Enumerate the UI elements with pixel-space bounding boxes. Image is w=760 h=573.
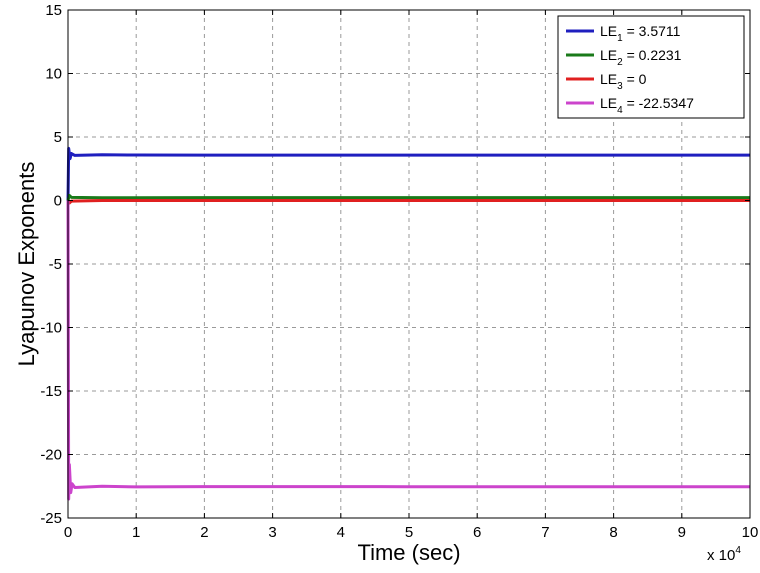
y-tick-label: -20: [40, 447, 62, 464]
legend-entry-subscript: 2: [617, 57, 623, 68]
axis-ticks: [67, 9, 751, 519]
legend-entry-prefix: LE: [600, 23, 617, 39]
x-tick-label: 9: [678, 524, 686, 541]
x-tick-label: 3: [268, 524, 276, 541]
y-axis-label: Lyapunov Exponents: [14, 162, 39, 367]
legend-entry-le2: LE2 = 0.2231: [600, 47, 682, 68]
legend-entry-prefix: LE: [600, 47, 617, 63]
y-tick-label: -10: [40, 320, 62, 337]
y-tick-labels: -25 -20 -15 -10 -5 0 5 10 15: [40, 2, 62, 527]
legend-entry-subscript: 1: [617, 33, 623, 44]
legend-entry-subscript: 3: [617, 81, 623, 92]
y-tick-label: -15: [40, 383, 62, 400]
x-tick-label: 8: [609, 524, 617, 541]
x-tick-label: 2: [200, 524, 208, 541]
x-tick-label: 6: [473, 524, 481, 541]
series-lines: [66, 146, 750, 501]
legend-entry-value: = 0: [623, 71, 647, 87]
legend-entry-value: = 0.2231: [623, 47, 682, 63]
x-tick-label: 1: [132, 524, 140, 541]
legend-entry-prefix: LE: [600, 71, 617, 87]
x-tick-label: 10: [742, 524, 759, 541]
x-tick-label: 7: [541, 524, 549, 541]
x-multiplier-label: x 104: [707, 545, 741, 564]
y-tick-label: 10: [45, 66, 62, 83]
legend-entry-le1: LE1 = 3.5711: [600, 23, 681, 44]
x-tick-label: 4: [337, 524, 345, 541]
x-axis-label: Time (sec): [357, 540, 460, 565]
y-tick-label: -5: [49, 256, 62, 273]
y-tick-label: -25: [40, 510, 62, 527]
x-multiplier-base: x 10: [707, 547, 735, 564]
series-line-le2: [66, 193, 750, 201]
series-line-le1: [66, 146, 750, 201]
x-tick-labels: 0 1 2 3 4 5 6 7 8 9 10: [64, 524, 759, 541]
x-tick-label: 5: [405, 524, 413, 541]
legend-entry-value: = 3.5711: [623, 23, 681, 39]
legend-entry-value: = -22.5347: [623, 95, 694, 111]
legend-box: [557, 15, 745, 119]
x-tick-label: 0: [64, 524, 72, 541]
y-tick-label: 0: [54, 193, 62, 210]
legend-entry-subscript: 4: [617, 105, 623, 116]
y-tick-label: 5: [54, 129, 62, 146]
series-line-le4: [66, 200, 750, 501]
x-multiplier-exponent: 4: [735, 545, 741, 556]
legend-entry-le3: LE3 = 0: [600, 71, 647, 92]
y-tick-label: 15: [45, 2, 62, 19]
legend-entry-le4: LE4 = -22.5347: [600, 95, 694, 116]
legend-entry-prefix: LE: [600, 95, 617, 111]
